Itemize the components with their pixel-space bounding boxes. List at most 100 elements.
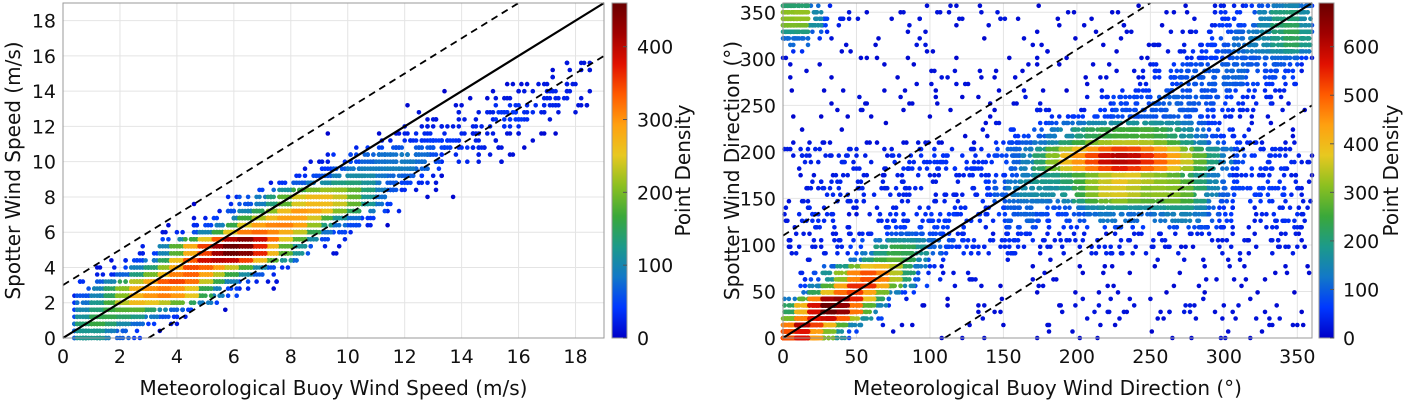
data-point [417, 181, 422, 186]
data-point [106, 279, 111, 284]
data-point [474, 124, 479, 129]
data-point [92, 329, 97, 334]
data-point [269, 216, 274, 221]
data-point [425, 195, 430, 200]
data-point [215, 279, 220, 284]
data-point [237, 209, 242, 214]
data-point [95, 322, 100, 327]
data-point [516, 89, 521, 94]
data-point [340, 230, 345, 235]
data-point [397, 174, 402, 179]
data-point [271, 286, 276, 291]
data-point [491, 131, 496, 136]
data-point [129, 272, 134, 277]
data-point [570, 82, 575, 87]
data-point [175, 251, 180, 256]
data-point [550, 68, 555, 73]
data-point [160, 265, 165, 270]
data-point [143, 293, 148, 298]
data-point [331, 152, 336, 157]
data-point [132, 300, 137, 305]
data-point [135, 279, 140, 284]
data-point [434, 188, 439, 193]
data-point [246, 195, 251, 200]
data-point [494, 103, 499, 108]
data-point [513, 117, 518, 122]
data-point [351, 166, 356, 171]
data-point [471, 145, 476, 150]
data-point [331, 251, 336, 256]
data-point [542, 110, 547, 115]
data-point [579, 61, 584, 66]
data-point [135, 322, 140, 327]
data-point [383, 209, 388, 214]
data-point [414, 152, 419, 157]
data-point [408, 166, 413, 171]
data-point [340, 188, 345, 193]
data-point [115, 308, 120, 313]
data-point [502, 124, 507, 129]
data-point [103, 293, 108, 298]
data-point [579, 103, 584, 108]
data-point [209, 286, 214, 291]
data-point [115, 293, 120, 298]
data-point [286, 188, 291, 193]
data-point [166, 237, 171, 242]
data-point [334, 216, 339, 221]
data-point [234, 293, 239, 298]
data-point [303, 230, 308, 235]
data-point [289, 230, 294, 235]
data-point [123, 258, 128, 263]
data-point [317, 195, 322, 200]
data-point [209, 272, 214, 277]
data-point [334, 202, 339, 207]
data-point [442, 89, 447, 94]
data-point [400, 159, 405, 164]
data-point [457, 117, 462, 122]
data-point [365, 152, 370, 157]
data-point [303, 209, 308, 214]
data-point [180, 286, 185, 291]
data-point [283, 230, 288, 235]
data-point [588, 89, 593, 94]
data-point [328, 230, 333, 235]
data-point [297, 237, 302, 242]
data-point [402, 131, 407, 136]
data-point [351, 188, 356, 193]
data-point [98, 293, 103, 298]
data-point [314, 202, 319, 207]
data-point [229, 223, 234, 228]
data-point [363, 195, 368, 200]
data-point [439, 174, 444, 179]
data-point [417, 159, 422, 164]
data-point [297, 223, 302, 228]
data-point [331, 181, 336, 186]
data-point [121, 293, 126, 298]
data-point [223, 230, 228, 235]
data-point [78, 279, 83, 284]
data-point [192, 223, 197, 228]
data-point [237, 216, 242, 221]
data-point [383, 195, 388, 200]
data-point [343, 237, 348, 242]
data-point [556, 96, 561, 101]
data-point [411, 174, 416, 179]
data-point [166, 223, 171, 228]
data-point [351, 216, 356, 221]
data-point [294, 258, 299, 263]
data-point [505, 96, 510, 101]
data-point [112, 265, 117, 270]
data-point [371, 216, 376, 221]
data-point [234, 286, 239, 291]
data-point [246, 279, 251, 284]
data-point [516, 131, 521, 136]
data-point [158, 244, 163, 249]
data-point [140, 251, 145, 256]
data-point [425, 152, 430, 157]
data-point [98, 300, 103, 305]
data-point [485, 96, 490, 101]
data-point [437, 166, 442, 171]
data-point [280, 265, 285, 270]
data-point [95, 272, 100, 277]
data-point [531, 110, 536, 115]
